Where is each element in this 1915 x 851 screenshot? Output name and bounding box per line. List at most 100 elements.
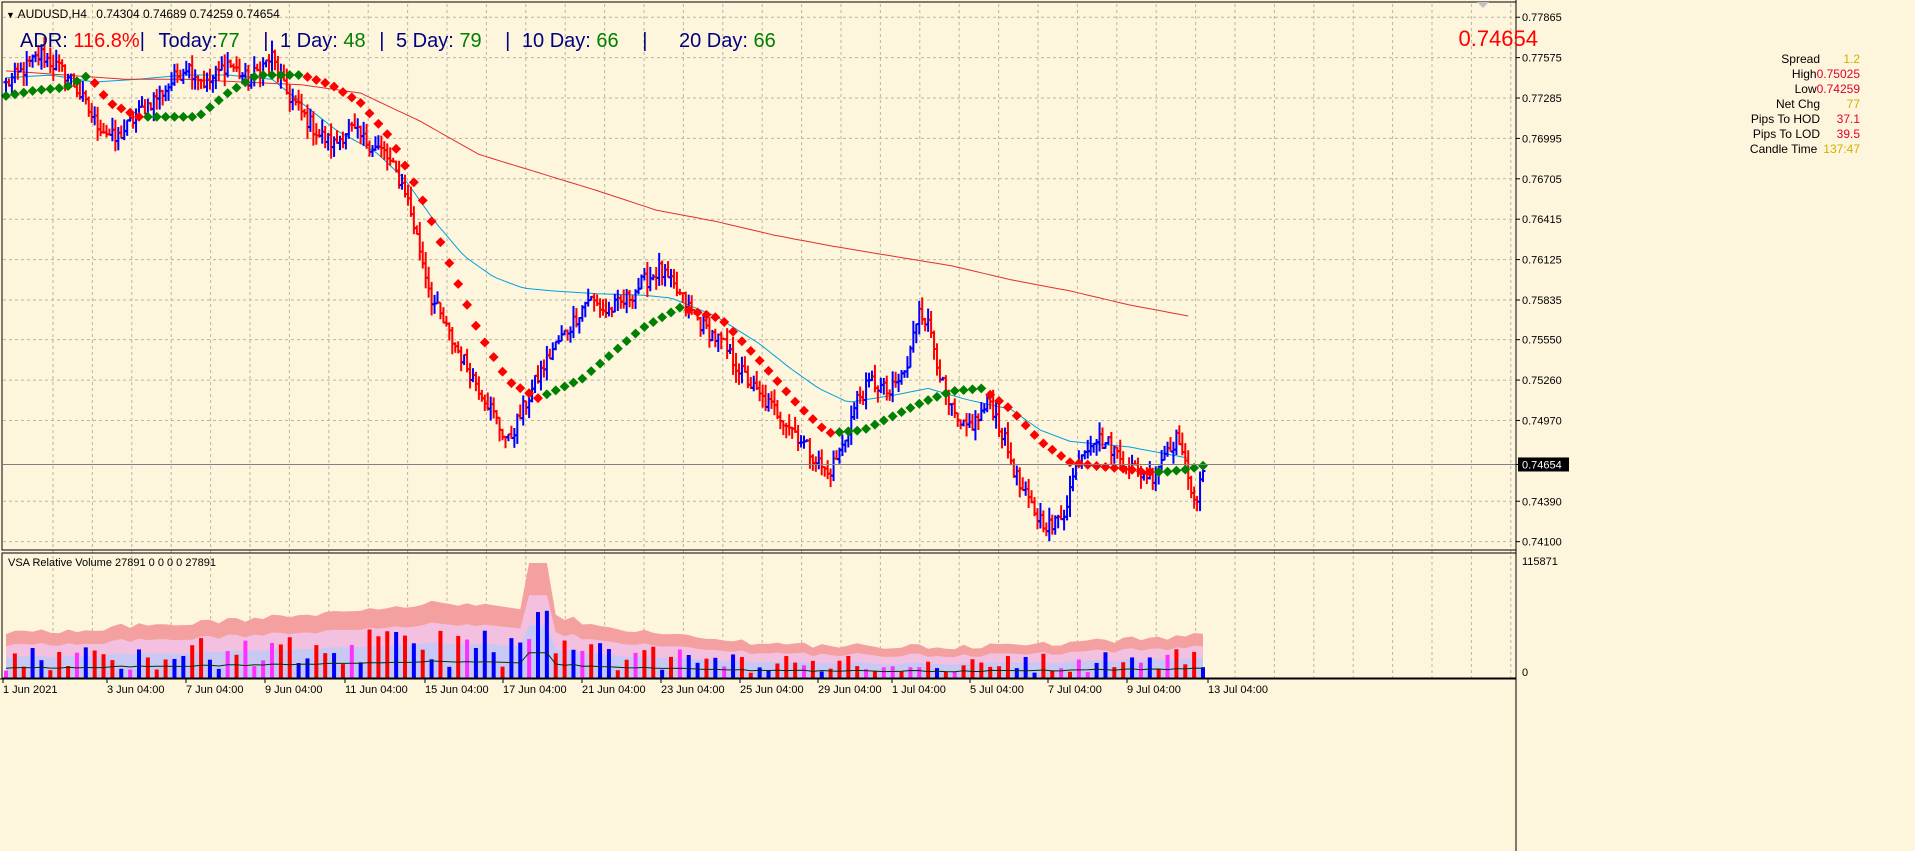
adr-separator: | — [505, 30, 511, 52]
info-row: Low 0.74259 — [1700, 82, 1860, 97]
trend-dot-up — [834, 427, 845, 438]
trend-dot-up — [550, 385, 561, 396]
candles — [3, 37, 1206, 542]
price-tick-label: 0.77575 — [1522, 53, 1562, 65]
collapse-triangle-icon[interactable]: ▼ — [6, 10, 15, 20]
info-row: Pips To HOD 37.1 — [1700, 112, 1860, 127]
volume-bar — [12, 653, 17, 678]
volume-bar — [385, 631, 390, 678]
trend-dot-down — [728, 326, 739, 337]
volume-bar — [784, 656, 789, 678]
trend-dot-down — [1029, 430, 1040, 440]
volume-bar — [1103, 652, 1108, 678]
volume-bar — [323, 653, 328, 678]
info-row-value: 137:47 — [1823, 142, 1860, 156]
trend-dot-down — [435, 237, 446, 248]
volume-bar — [1130, 657, 1135, 678]
trend-dot-up — [80, 71, 91, 82]
volume-bar — [1014, 668, 1019, 678]
trend-dot-down — [1002, 402, 1013, 413]
volume-max-label: 115871 — [1522, 556, 1558, 568]
price-tick-label: 0.76995 — [1522, 133, 1562, 145]
trend-dot-up — [231, 82, 242, 93]
volume-bar — [739, 657, 744, 678]
trend-dot-up — [213, 95, 224, 106]
trend-dot-up — [896, 407, 907, 418]
trend-dot-down — [506, 378, 517, 389]
volume-bar — [367, 629, 372, 678]
volume-bar — [48, 670, 53, 678]
trend-dot-up — [63, 81, 74, 91]
volume-bar — [810, 660, 815, 678]
time-tick-label: 9 Jul 04:00 — [1127, 684, 1181, 696]
volume-bar — [270, 642, 274, 678]
trend-dot-up — [71, 76, 82, 87]
volume-bar — [181, 655, 186, 678]
trend-dot-down — [1011, 410, 1022, 421]
trend-dot-down — [391, 143, 402, 154]
volume-bar — [1032, 672, 1037, 678]
info-row-label: High — [1791, 67, 1817, 81]
volume-bar — [500, 666, 505, 678]
volume-bar — [624, 659, 629, 678]
volume-bar — [145, 657, 150, 678]
trend-dot-up — [240, 77, 251, 88]
info-row: High 0.75025 — [1700, 67, 1860, 82]
trend-dot-up — [674, 302, 685, 313]
volume-bar — [633, 652, 638, 678]
trend-dot-up — [169, 111, 180, 122]
info-row-label: Pips To HOD — [1750, 112, 1820, 126]
volume-bar — [970, 659, 975, 678]
volume-bar — [544, 610, 549, 678]
volume-bar — [163, 659, 168, 678]
volume-bar — [1041, 653, 1046, 678]
volume-bar — [580, 650, 585, 678]
time-tick-label: 9 Jun 04:00 — [265, 684, 323, 696]
trend-dot-up — [160, 111, 171, 122]
trend-dot-up — [603, 351, 614, 362]
volume-bar — [1183, 664, 1188, 678]
price-tick-label: 0.76415 — [1522, 214, 1562, 226]
trend-dot-up — [1189, 462, 1200, 473]
volume-bar — [651, 646, 656, 678]
volume-bar — [207, 659, 212, 678]
trend-dot-up — [568, 377, 579, 388]
current-price: 0.74654 — [1458, 26, 1538, 51]
trend-dot-down — [488, 352, 499, 363]
trend-dot-up — [222, 88, 233, 99]
trend-dot-up — [976, 383, 987, 394]
volume-bar — [252, 666, 257, 678]
volume-bar — [908, 667, 913, 678]
trend-dot-up — [1153, 467, 1164, 477]
volume-bar — [1156, 669, 1161, 678]
volume-bar — [394, 632, 399, 678]
volume-bar — [438, 630, 443, 678]
volume-bar — [57, 652, 62, 678]
volume-bar — [216, 668, 221, 678]
volume-bar — [376, 636, 381, 678]
volume-bar — [349, 644, 354, 678]
volume-bar — [1121, 662, 1126, 678]
volume-bar — [243, 640, 248, 678]
volume-bar — [731, 654, 736, 678]
info-row-value: 0.74259 — [1816, 82, 1860, 96]
volume-bar — [606, 649, 611, 678]
trend-dot-down — [134, 111, 144, 122]
info-row: Net Chg 77 — [1700, 97, 1860, 112]
volume-bar — [119, 668, 124, 678]
volume-bar — [473, 647, 478, 678]
trend-dot-down — [1118, 463, 1129, 474]
volume-bar — [704, 658, 709, 678]
volume-bar — [314, 645, 319, 678]
volume-bar — [890, 666, 895, 678]
trend-dot-up — [932, 391, 942, 402]
volume-bar — [589, 644, 594, 678]
trend-dot-down — [444, 258, 455, 269]
trend-dot-up — [843, 426, 854, 437]
volume-bar — [926, 661, 931, 678]
volume-bar — [997, 666, 1002, 678]
volume-bar — [305, 658, 310, 678]
volume-bar — [553, 653, 558, 678]
trend-dot-up — [852, 425, 863, 436]
